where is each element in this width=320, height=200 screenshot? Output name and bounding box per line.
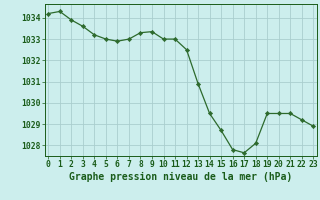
X-axis label: Graphe pression niveau de la mer (hPa): Graphe pression niveau de la mer (hPa) [69, 172, 292, 182]
